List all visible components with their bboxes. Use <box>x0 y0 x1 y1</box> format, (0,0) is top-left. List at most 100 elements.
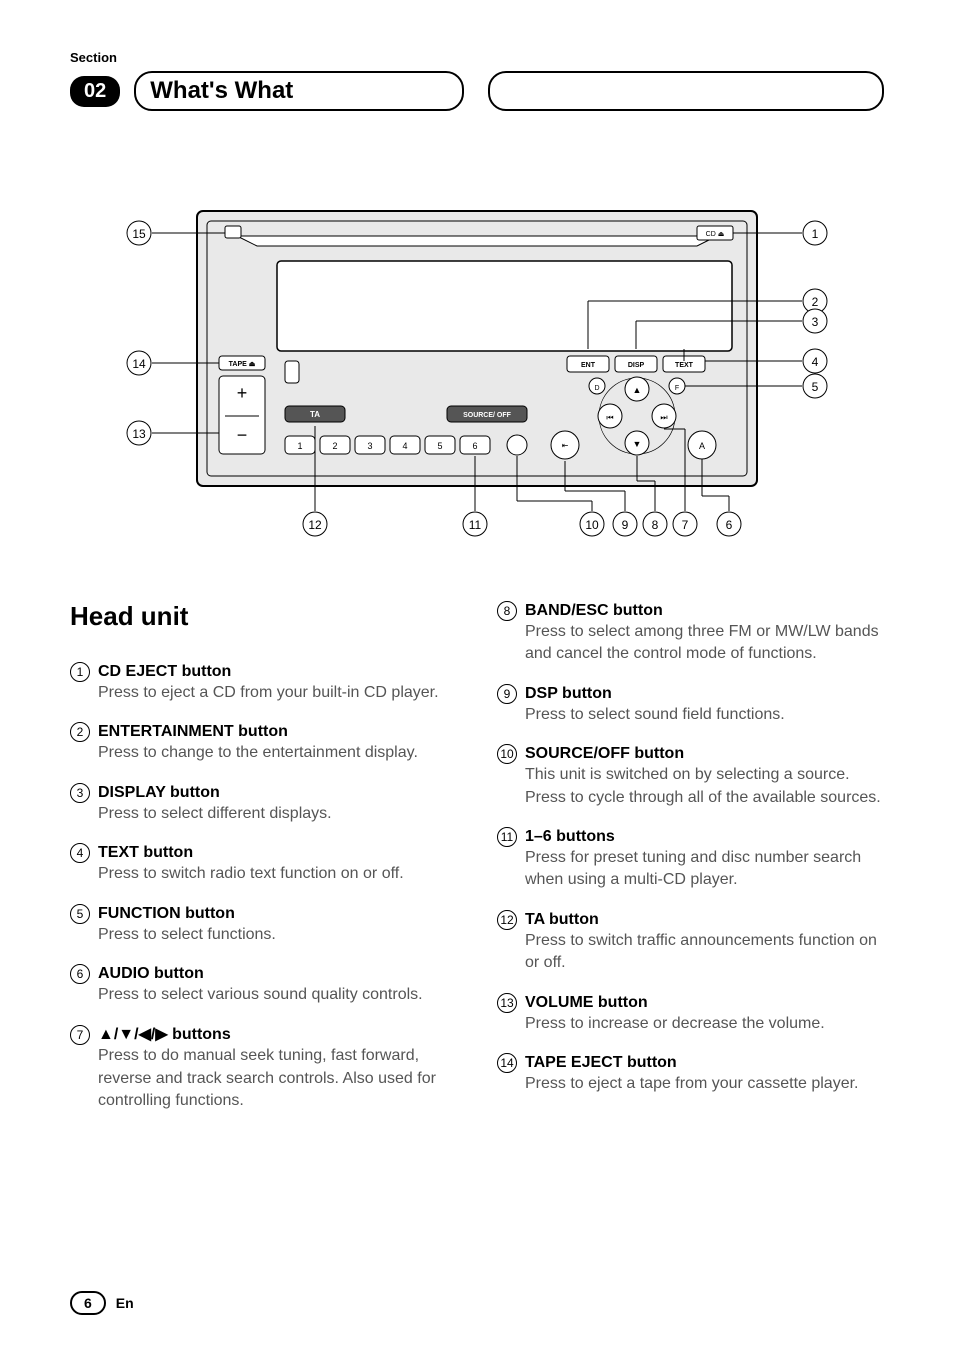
svg-text:6: 6 <box>726 518 733 532</box>
section-number-badge: 02 <box>70 76 120 107</box>
item-title: TEXT button <box>98 844 193 862</box>
item-title: ▲/▼/◀/▶ buttons <box>98 1024 231 1044</box>
item-number: 3 <box>70 783 90 803</box>
svg-text:2: 2 <box>332 441 337 451</box>
item-desc: Press to increase or decrease the volume… <box>525 1013 884 1035</box>
item-desc: Press to switch traffic announcements fu… <box>525 930 884 975</box>
slot-eject-button <box>225 226 241 238</box>
svg-text:4: 4 <box>812 355 819 369</box>
item-number: 2 <box>70 722 90 742</box>
item-title: CD EJECT button <box>98 663 231 681</box>
list-item: 13 VOLUME buttonPress to increase or decr… <box>497 993 884 1035</box>
disp-label: DISP <box>628 362 645 369</box>
right-column: 8BAND/ESC buttonPress to select among th… <box>497 601 884 1131</box>
svg-text:13: 13 <box>132 427 146 441</box>
item-number: 14 <box>497 1053 517 1073</box>
item-title: SOURCE/OFF button <box>525 745 684 763</box>
ent-label: ENT <box>581 362 596 369</box>
empty-tab <box>488 71 884 111</box>
item-desc: Press to select different displays. <box>98 803 457 825</box>
callouts-left-group: 15 14 13 <box>127 221 151 445</box>
list-item: 8BAND/ESC buttonPress to select among th… <box>497 601 884 666</box>
svg-text:1: 1 <box>812 227 819 241</box>
footer: 6 En <box>70 1291 134 1315</box>
svg-text:1: 1 <box>297 441 302 451</box>
item-desc: Press to select various sound quality co… <box>98 984 457 1006</box>
svg-text:4: 4 <box>402 441 407 451</box>
item-desc: Press to change to the entertainment dis… <box>98 742 457 764</box>
list-item: 3DISPLAY buttonPress to select different… <box>70 783 457 825</box>
diagram-area: CD ⏏ TAPE ⏏ + − ENT DISP TEXT TA S <box>70 201 884 561</box>
svg-text:3: 3 <box>812 315 819 329</box>
item-number: 9 <box>497 684 517 704</box>
svg-text:F: F <box>675 385 679 392</box>
svg-text:D: D <box>594 385 599 392</box>
item-desc: Press to select functions. <box>98 924 457 946</box>
item-number: 6 <box>70 964 90 984</box>
callouts-bottom-group: 12 11 10 9 8 7 6 <box>303 512 741 536</box>
language-label: En <box>116 1295 134 1311</box>
item-number: 5 <box>70 904 90 924</box>
item-number: 8 <box>497 601 517 621</box>
item-number: 12 <box>497 910 517 930</box>
list-item: 2 ENTERTAINMENT buttonPress to change to … <box>70 722 457 764</box>
list-item: 5 FUNCTION buttonPress to select function… <box>70 904 457 946</box>
svg-text:▼: ▼ <box>633 439 642 449</box>
item-title: AUDIO button <box>98 965 204 983</box>
dsp-button <box>507 435 527 455</box>
item-title: ENTERTAINMENT button <box>98 723 288 741</box>
svg-text:11: 11 <box>469 518 482 532</box>
cd-eject-label: CD ⏏ <box>706 231 725 238</box>
item-desc: Press to do manual seek tuning, fast for… <box>98 1045 457 1112</box>
item-desc: Press for preset tuning and disc number … <box>525 847 884 892</box>
list-item: 10 SOURCE/OFF buttonThis unit is switched… <box>497 744 884 809</box>
list-item: 6 AUDIO buttonPress to select various sou… <box>70 964 457 1006</box>
svg-text:10: 10 <box>585 518 599 532</box>
svg-text:⇤: ⇤ <box>562 441 569 450</box>
svg-text:14: 14 <box>132 357 146 371</box>
svg-text:6: 6 <box>472 441 477 451</box>
svg-text:3: 3 <box>367 441 372 451</box>
svg-text:12: 12 <box>308 518 322 532</box>
item-title: FUNCTION button <box>98 905 235 923</box>
svg-text:A: A <box>699 441 705 451</box>
list-item: 7 ▲/▼/◀/▶ buttonsPress to do manual seek … <box>70 1024 457 1112</box>
svg-text:▲: ▲ <box>633 385 642 395</box>
volume-minus: − <box>237 425 248 445</box>
svg-text:5: 5 <box>437 441 442 451</box>
item-number: 4 <box>70 843 90 863</box>
list-item: 111–6 buttonsPress for preset tuning and… <box>497 827 884 892</box>
svg-text:15: 15 <box>132 227 146 241</box>
text-label: TEXT <box>675 362 694 369</box>
left-column: Head unit 1CD EJECT buttonPress to eject… <box>70 601 457 1131</box>
header-row: 02 What's What <box>70 71 884 111</box>
heading: Head unit <box>70 601 457 632</box>
item-title: VOLUME button <box>525 994 648 1012</box>
head-unit-diagram: CD ⏏ TAPE ⏏ + − ENT DISP TEXT TA S <box>97 201 857 561</box>
page: Section 02 What's What CD ⏏ TAPE ⏏ + <box>0 0 954 1355</box>
list-item: 1CD EJECT buttonPress to eject a CD from… <box>70 662 457 704</box>
item-number: 11 <box>497 827 517 847</box>
svg-text:8: 8 <box>652 518 659 532</box>
item-desc: Press to eject a CD from your built-in C… <box>98 682 457 704</box>
item-number: 10 <box>497 744 517 764</box>
display-tab <box>285 361 299 383</box>
list-item: 9DSP buttonPress to select sound field f… <box>497 684 884 726</box>
item-desc: Press to switch radio text function on o… <box>98 863 457 885</box>
ta-label: TA <box>310 410 320 419</box>
list-item: 14 TAPE EJECT buttonPress to eject a tape… <box>497 1053 884 1095</box>
item-desc: Press to select among three FM or MW/LW … <box>525 621 884 666</box>
item-desc: Press to eject a tape from your cassette… <box>525 1073 884 1095</box>
svg-text:5: 5 <box>812 380 819 394</box>
item-desc: This unit is switched on by selecting a … <box>525 764 884 809</box>
list-item: 12 TA buttonPress to switch traffic annou… <box>497 910 884 975</box>
svg-text:⏮: ⏮ <box>606 413 613 422</box>
cd-slot <box>237 236 717 246</box>
tape-eject-label: TAPE ⏏ <box>229 361 256 368</box>
item-number: 7 <box>70 1025 90 1045</box>
section-title-tab: What's What <box>134 71 464 111</box>
item-title: TA button <box>525 911 599 929</box>
section-label: Section <box>70 50 884 65</box>
item-number: 13 <box>497 993 517 1013</box>
item-title: TAPE EJECT button <box>525 1054 677 1072</box>
